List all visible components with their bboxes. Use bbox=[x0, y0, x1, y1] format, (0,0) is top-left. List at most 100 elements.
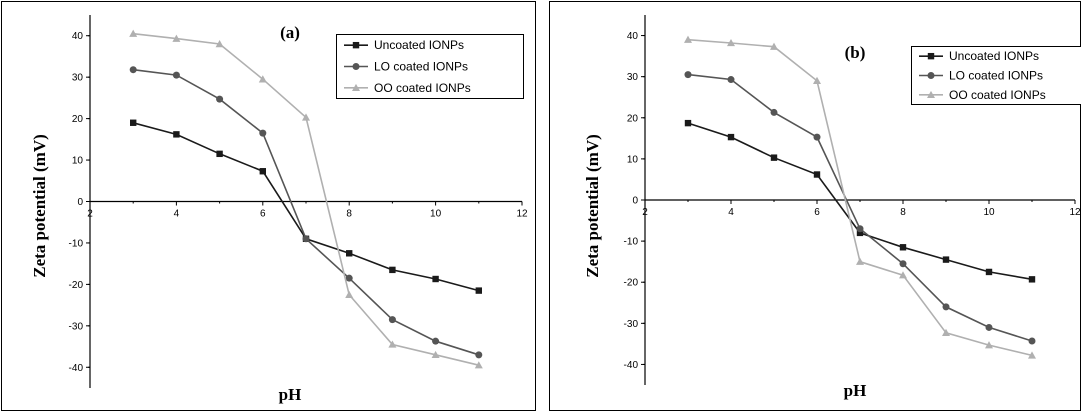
chart-panel-b: 40 30 20 10 0 -10 -20 -30 -40 2 4 6 8 10 12 (b) pH Zeta p… bbox=[549, 1, 1081, 411]
data-point bbox=[1028, 351, 1036, 359]
data-point bbox=[813, 171, 821, 178]
chart-panel-a: 40 30 20 10 0 -10 -20 -30 -40 2 4 6 8 10 12 (a) pH Zeta p… bbox=[1, 1, 536, 411]
data-point bbox=[432, 275, 439, 283]
data-point bbox=[389, 266, 396, 274]
data-point bbox=[129, 66, 137, 74]
y-tick-label: 30 bbox=[627, 72, 639, 83]
x-tick-label: 4 bbox=[174, 209, 180, 220]
data-point bbox=[727, 76, 735, 84]
y-tick-label: 20 bbox=[72, 114, 84, 125]
x-axis-label: pH bbox=[844, 381, 867, 400]
data-point bbox=[475, 351, 483, 359]
data-point bbox=[215, 40, 224, 48]
y-axis-label: Zeta potential (mV) bbox=[30, 134, 49, 278]
data-point bbox=[345, 290, 354, 298]
data-point bbox=[770, 42, 778, 50]
y-tick-label: -20 bbox=[624, 278, 639, 289]
x-tick-label: 10 bbox=[983, 207, 995, 218]
x-tick-label: 8 bbox=[900, 207, 906, 218]
data-point bbox=[899, 244, 907, 251]
data-point bbox=[216, 95, 224, 103]
data-point bbox=[727, 133, 735, 141]
panel-title: (b) bbox=[845, 43, 866, 62]
y-tick-label: -10 bbox=[69, 238, 84, 249]
data-point bbox=[388, 316, 396, 324]
x-tick-label: 2 bbox=[87, 209, 93, 220]
legend-label: Uncoated IONPs bbox=[374, 38, 464, 52]
legend-marker bbox=[927, 72, 935, 79]
x-tick-label: 6 bbox=[260, 209, 266, 220]
data-point bbox=[856, 229, 864, 237]
legend: Uncoated IONPs LO coated IONPs OO coated I… bbox=[336, 34, 524, 99]
data-point bbox=[942, 328, 950, 336]
x-tick-label: 4 bbox=[728, 207, 734, 218]
legend-marker bbox=[352, 83, 360, 92]
data-point bbox=[172, 71, 180, 79]
data-point bbox=[172, 34, 181, 42]
data-point bbox=[985, 268, 993, 276]
legend-marker bbox=[352, 63, 360, 70]
legend-label: LO coated IONPs bbox=[374, 60, 468, 74]
data-point bbox=[431, 350, 440, 359]
y-tick-label: -30 bbox=[624, 319, 639, 330]
data-point bbox=[813, 76, 821, 84]
data-point bbox=[684, 35, 692, 43]
x-tick-label: 8 bbox=[346, 209, 352, 220]
data-point bbox=[258, 75, 267, 83]
y-tick-label: -30 bbox=[69, 321, 84, 332]
data-point bbox=[130, 119, 137, 126]
x-tick-label: 12 bbox=[1069, 207, 1081, 218]
y-tick-label: 0 bbox=[632, 196, 638, 207]
x-tick-label: 10 bbox=[430, 209, 442, 220]
data-point bbox=[216, 150, 223, 158]
data-point bbox=[684, 119, 692, 127]
data-point bbox=[856, 257, 864, 265]
data-point bbox=[813, 133, 821, 141]
panel-title: (a) bbox=[280, 23, 300, 42]
y-tick-label: 30 bbox=[72, 73, 84, 84]
y-axis-label: Zeta potential (mV) bbox=[583, 134, 602, 278]
data-point bbox=[259, 129, 267, 137]
data-point bbox=[346, 250, 353, 257]
data-point bbox=[302, 113, 310, 121]
data-point bbox=[173, 131, 180, 138]
data-point bbox=[856, 225, 864, 233]
data-point bbox=[899, 260, 907, 268]
data-point bbox=[770, 108, 778, 116]
x-tick-label: 2 bbox=[642, 207, 648, 218]
data-point bbox=[727, 38, 735, 47]
legend: Uncoated IONPs LO coated IONPs OO coated I… bbox=[911, 46, 1081, 105]
data-point bbox=[129, 29, 138, 37]
y-tick-label: -40 bbox=[624, 360, 639, 371]
data-point bbox=[345, 274, 353, 282]
y-tick-label: 0 bbox=[77, 197, 83, 208]
y-tick-label: 40 bbox=[72, 31, 84, 42]
legend-label: OO coated IONPs bbox=[374, 81, 471, 95]
data-point bbox=[1028, 337, 1036, 345]
legend-marker bbox=[352, 41, 360, 49]
legend-marker bbox=[927, 90, 935, 99]
legend-label: OO coated IONPs bbox=[949, 88, 1046, 102]
y-tick-label: -20 bbox=[69, 280, 84, 291]
data-point bbox=[259, 168, 266, 175]
data-point bbox=[474, 361, 483, 369]
legend-marker bbox=[927, 52, 935, 60]
data-point bbox=[684, 71, 692, 79]
y-tick-label: 10 bbox=[72, 156, 84, 167]
y-tick-label: 20 bbox=[627, 113, 639, 124]
y-tick-label: 10 bbox=[627, 154, 639, 165]
x-tick-label: 12 bbox=[516, 209, 528, 220]
data-point bbox=[1028, 276, 1036, 283]
x-axis-label: pH bbox=[279, 385, 302, 404]
data-point bbox=[899, 271, 907, 279]
y-tick-label: -10 bbox=[624, 237, 639, 248]
data-point bbox=[475, 287, 482, 294]
data-point bbox=[985, 341, 993, 349]
data-point bbox=[770, 154, 778, 161]
data-point bbox=[432, 337, 440, 345]
x-tick-label: 6 bbox=[814, 207, 820, 218]
data-point bbox=[942, 303, 950, 311]
y-tick-label: 40 bbox=[627, 31, 639, 42]
data-point bbox=[985, 323, 993, 331]
